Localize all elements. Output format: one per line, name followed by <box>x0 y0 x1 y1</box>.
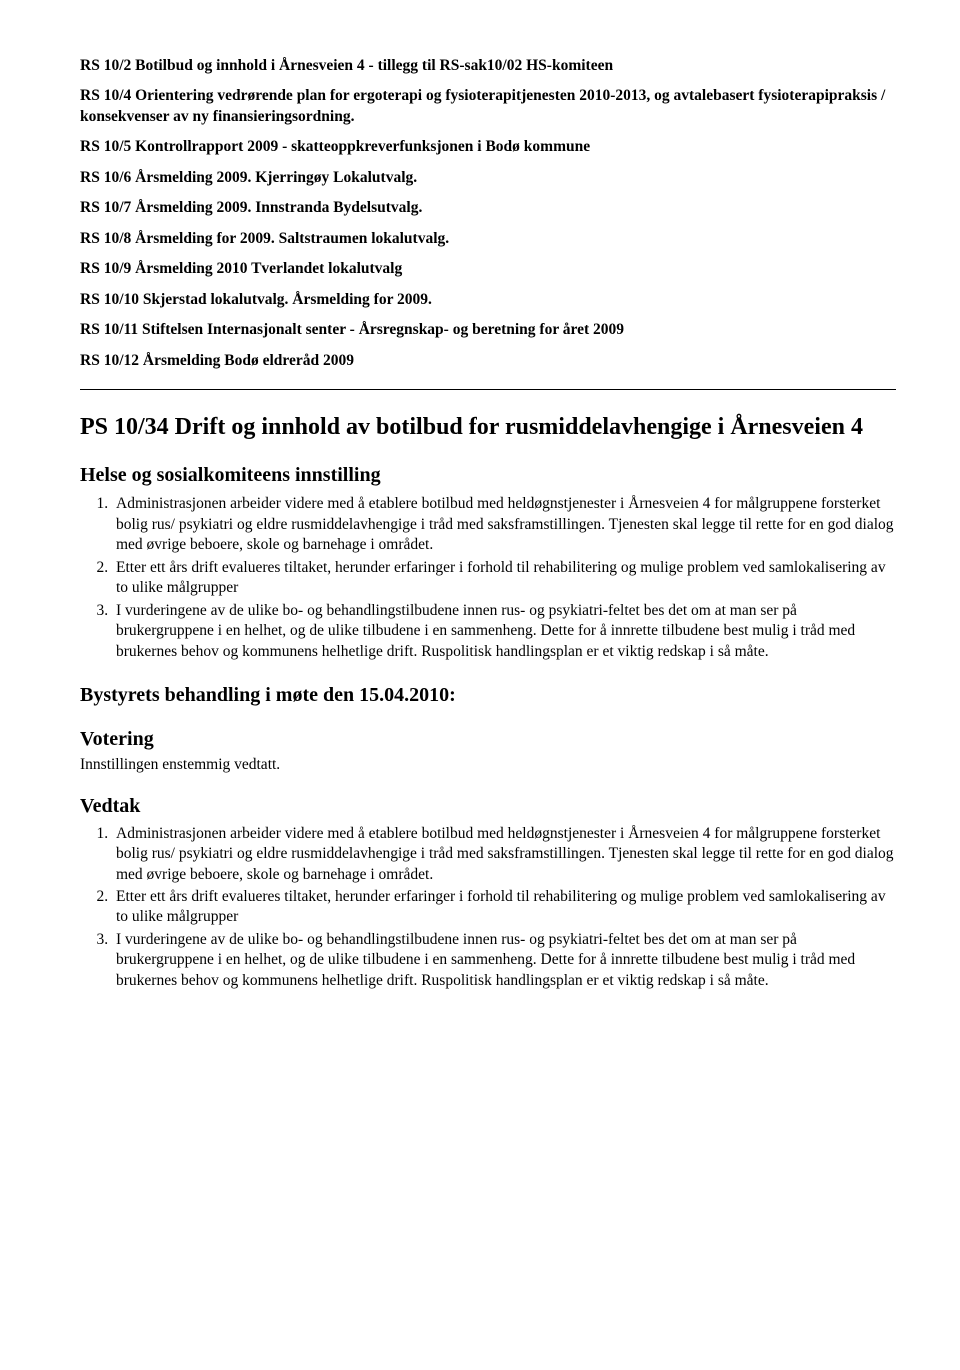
rs-item: RS 10/11 Stiftelsen Internasjonalt sente… <box>80 320 896 340</box>
divider <box>80 389 896 390</box>
rs-item: RS 10/4 Orientering vedrørende plan for … <box>80 86 896 127</box>
innstilling-heading: Helse og sosialkomiteens innstilling <box>80 462 896 488</box>
rs-item: RS 10/9 Årsmelding 2010 Tverlandet lokal… <box>80 259 896 279</box>
rs-item: RS 10/6 Årsmelding 2009. Kjerringøy Loka… <box>80 168 896 188</box>
vedtak-item: Administrasjonen arbeider videre med å e… <box>112 824 896 885</box>
vedtak-item: Etter ett års drift evalueres tiltaket, … <box>112 887 896 928</box>
vedtak-list: Administrasjonen arbeider videre med å e… <box>80 824 896 992</box>
votering-text: Innstillingen enstemmig vedtatt. <box>80 755 896 775</box>
behandling-heading: Bystyrets behandling i møte den 15.04.20… <box>80 682 896 708</box>
rs-item: RS 10/7 Årsmelding 2009. Innstranda Byde… <box>80 198 896 218</box>
rs-item: RS 10/12 Årsmelding Bodø eldreråd 2009 <box>80 351 896 371</box>
innstilling-item: Administrasjonen arbeider videre med å e… <box>112 494 896 555</box>
rs-item: RS 10/10 Skjerstad lokalutvalg. Årsmeldi… <box>80 290 896 310</box>
rs-item: RS 10/8 Årsmelding for 2009. Saltstraume… <box>80 229 896 249</box>
ps-title: PS 10/34 Drift og innhold av botilbud fo… <box>80 412 896 442</box>
innstilling-item: Etter ett års drift evalueres tiltaket, … <box>112 558 896 599</box>
rs-item: RS 10/5 Kontrollrapport 2009 - skatteopp… <box>80 137 896 157</box>
vedtak-item: I vurderingene av de ulike bo- og behand… <box>112 930 896 991</box>
innstilling-item: I vurderingene av de ulike bo- og behand… <box>112 601 896 662</box>
rs-item: RS 10/2 Botilbud og innhold i Årnesveien… <box>80 56 896 76</box>
vedtak-heading: Vedtak <box>80 793 896 819</box>
innstilling-list: Administrasjonen arbeider videre med å e… <box>80 494 896 662</box>
votering-heading: Votering <box>80 726 896 752</box>
rs-list: RS 10/2 Botilbud og innhold i Årnesveien… <box>80 56 896 371</box>
